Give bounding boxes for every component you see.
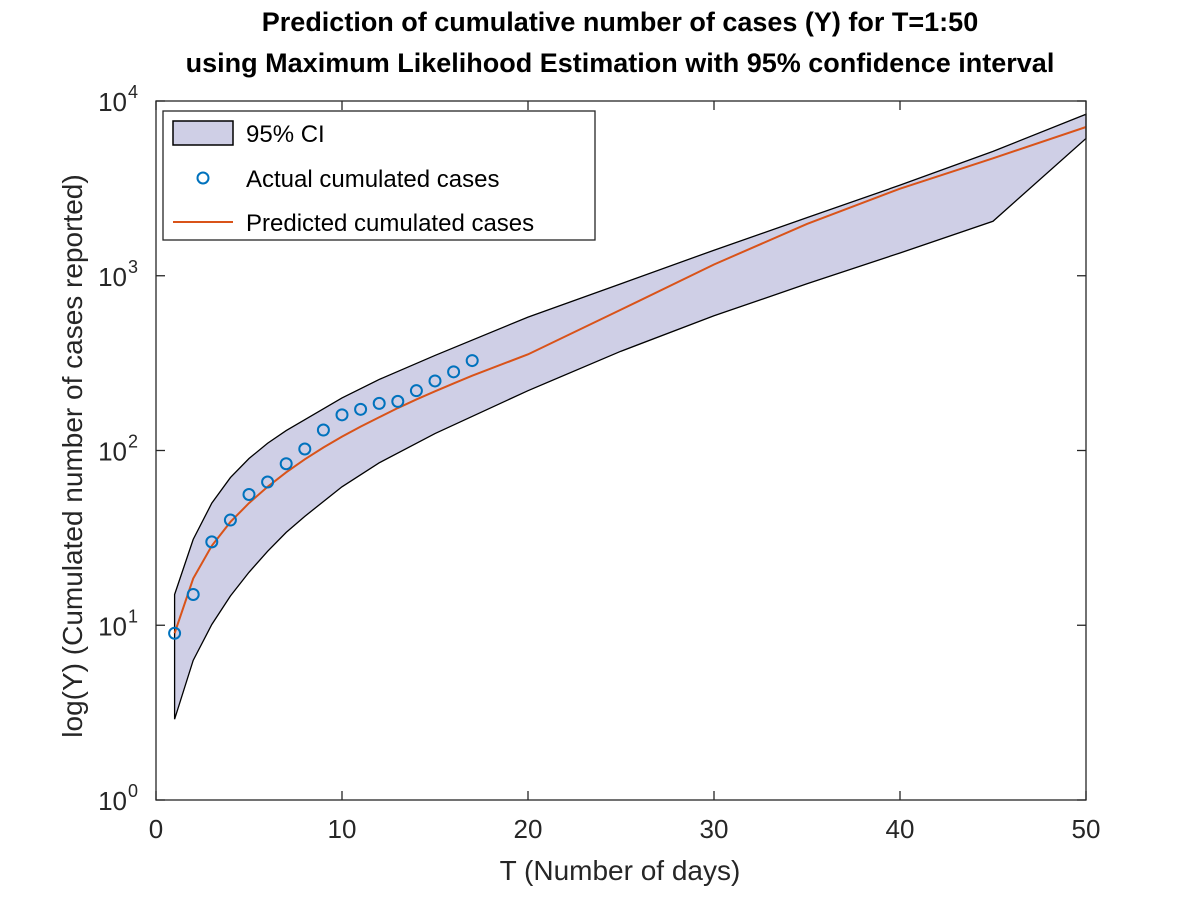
y-tick-label: 10 bbox=[98, 262, 127, 292]
actual-point bbox=[279, 457, 293, 471]
y-tick-label: 10 bbox=[98, 611, 127, 641]
legend-label: 95% CI bbox=[246, 121, 325, 148]
actual-point bbox=[205, 535, 219, 549]
legend-swatch-ci bbox=[172, 120, 234, 146]
y-tick-label: 10 bbox=[98, 786, 127, 816]
x-tick-label: 40 bbox=[886, 814, 915, 844]
actual-point bbox=[372, 396, 386, 410]
actual-point bbox=[186, 587, 200, 601]
y-axis-label: log(Y) (Cumulated number of cases report… bbox=[57, 174, 88, 737]
predicted-line bbox=[173, 126, 1087, 634]
legend-label: Actual cumulated cases bbox=[246, 166, 499, 193]
actual-point bbox=[409, 384, 423, 398]
actual-point bbox=[428, 374, 442, 388]
x-tick-label: 0 bbox=[149, 814, 163, 844]
x-axis-label: T (Number of days) bbox=[500, 855, 741, 886]
chart-title-line-1: Prediction of cumulative number of cases… bbox=[262, 7, 978, 37]
y-tick-exponent: 3 bbox=[128, 257, 138, 277]
y-tick-exponent: 0 bbox=[128, 781, 138, 801]
legend: 95% CI Actual cumulated cases Predicted cu… bbox=[162, 110, 596, 241]
chart-title-line-2: using Maximum Likelihood Estimation with… bbox=[186, 48, 1055, 78]
x-tick-label: 50 bbox=[1072, 814, 1101, 844]
actual-point bbox=[447, 365, 461, 379]
legend-label: Predicted cumulated cases bbox=[246, 210, 534, 237]
y-tick-label: 10 bbox=[98, 87, 127, 117]
y-tick-label: 10 bbox=[98, 437, 127, 467]
actual-point bbox=[242, 488, 256, 501]
x-tick-label: 10 bbox=[328, 814, 357, 844]
actual-point bbox=[391, 394, 405, 408]
x-tick-label: 20 bbox=[514, 814, 543, 844]
actual-point bbox=[465, 354, 479, 368]
y-tick-exponent: 1 bbox=[128, 606, 138, 626]
actual-point bbox=[354, 402, 368, 416]
legend-box bbox=[162, 110, 596, 241]
actual-point bbox=[223, 513, 237, 527]
x-tick-label: 30 bbox=[700, 814, 729, 844]
legend-swatch-actual bbox=[196, 171, 210, 185]
actual-point bbox=[316, 423, 330, 437]
y-tick-exponent: 2 bbox=[128, 432, 138, 452]
y-tick-exponent: 4 bbox=[128, 82, 138, 102]
actual-point bbox=[335, 408, 349, 422]
actual-point bbox=[298, 442, 312, 456]
actual-point bbox=[168, 626, 182, 640]
actual-point bbox=[261, 475, 275, 489]
